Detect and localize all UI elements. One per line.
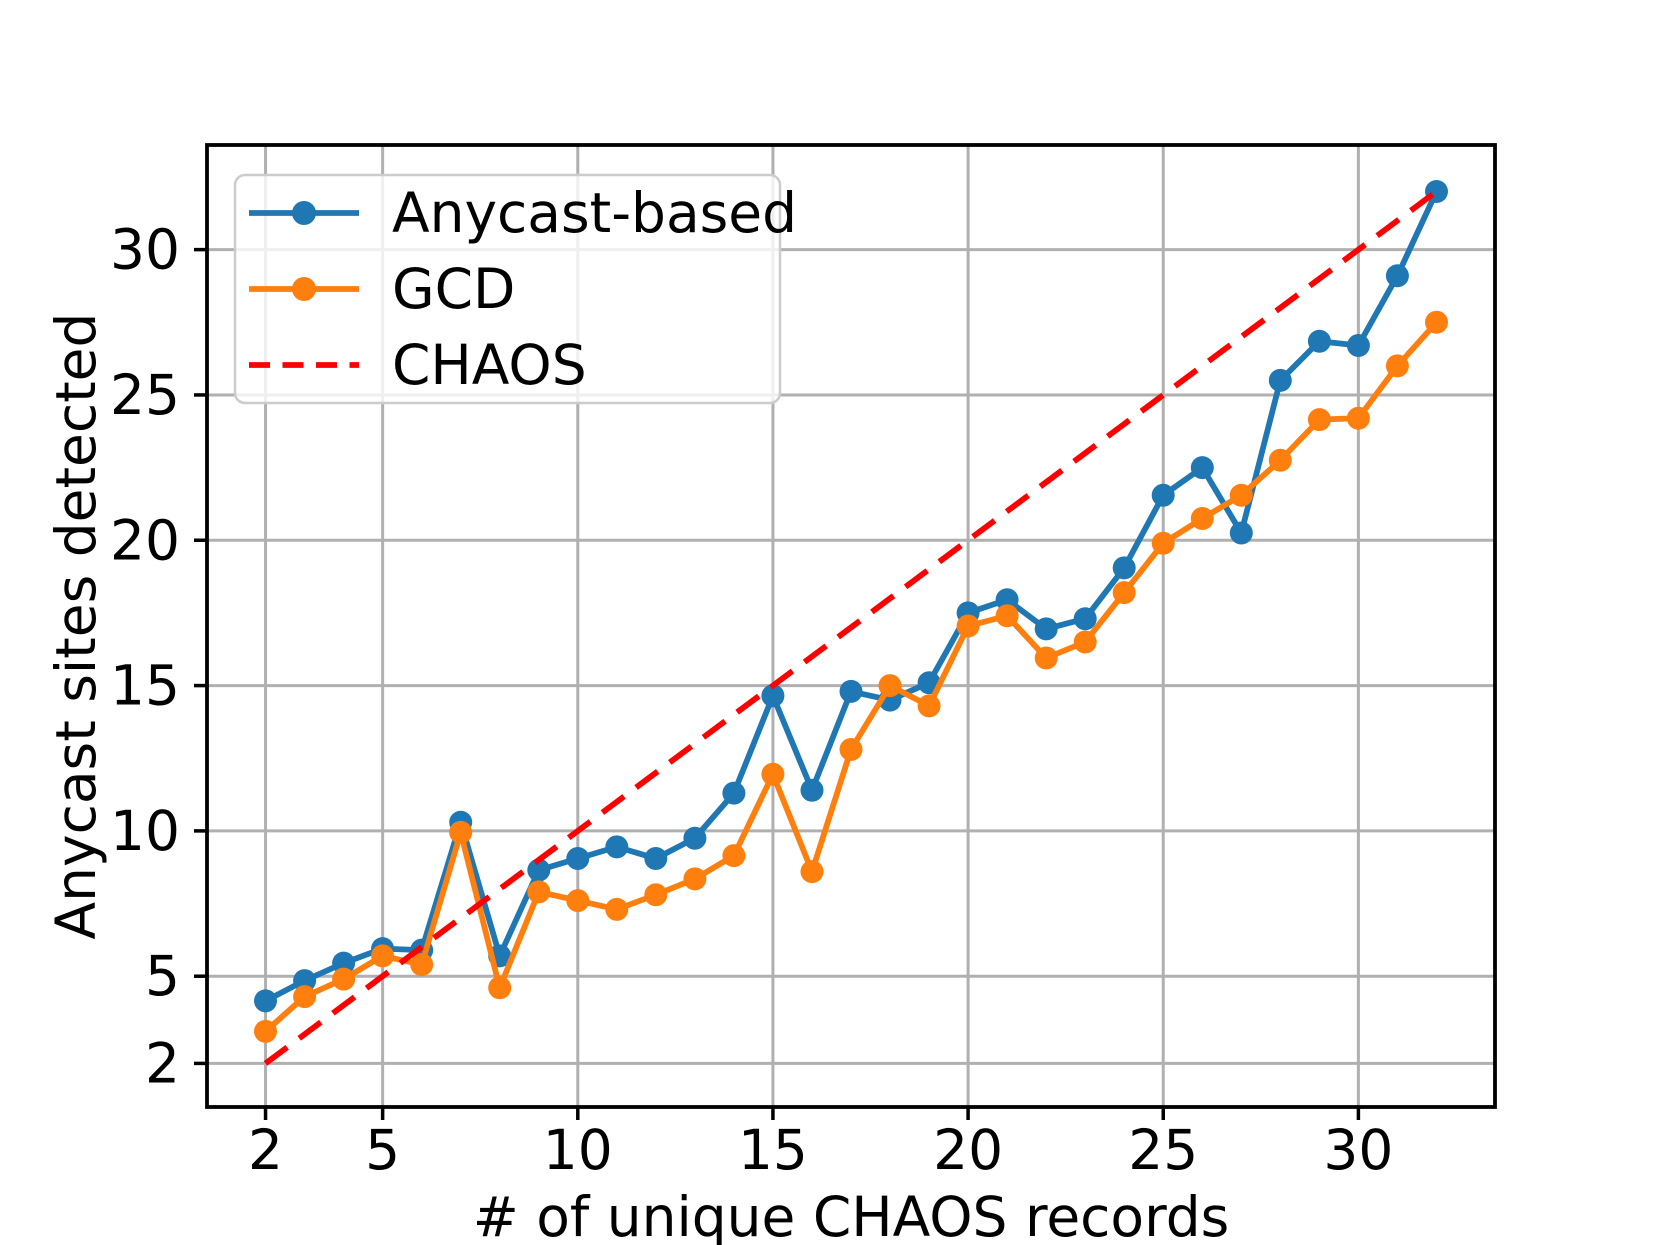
data-point-marker [1385,264,1409,288]
data-point-marker [1034,646,1058,670]
y-tick-label: 10 [110,799,180,863]
data-point-marker [332,951,356,975]
data-point-marker [410,953,434,977]
data-point-marker [800,860,824,884]
data-point-marker [527,880,551,904]
x-tick-label: 10 [543,1118,613,1182]
legend-entry-anycast: Anycast-based [249,181,797,245]
data-point-marker [293,985,317,1009]
data-point-marker [1346,334,1370,357]
data-point-marker [839,738,863,761]
data-point-marker [1268,448,1292,472]
data-point-marker [800,778,824,802]
data-point-marker [722,781,746,805]
data-point-marker [683,826,707,850]
y-axis-label: Anycast sites detected [44,313,108,940]
legend-label-gcd: GCD [392,257,515,321]
series-line [263,320,1439,1034]
data-point-marker [995,604,1019,628]
data-point-marker [566,847,590,870]
x-tick-label: 25 [1128,1118,1198,1182]
y-tick-label: 2 [145,1031,180,1095]
data-point-marker [1307,408,1331,432]
data-point-marker [1307,329,1331,353]
data-point-marker [1073,630,1097,654]
data-point-marker [371,944,395,968]
data-point-marker [917,694,941,718]
data-point-marker [683,867,707,891]
y-tick-label: 15 [110,654,180,718]
data-point-marker [488,976,512,1000]
x-tick-label: 5 [365,1118,400,1182]
data-series [254,180,1448,1066]
data-point-marker [1112,556,1136,580]
plot-border [205,143,1497,1109]
y-tick-label: 20 [110,508,180,572]
x-tick-label: 15 [738,1118,808,1182]
series-chaos [263,189,1439,1066]
legend-label-anycast: Anycast-based [392,181,797,245]
data-point-marker [1425,310,1448,334]
data-point-marker [527,858,551,882]
data-point-marker [956,614,980,638]
data-point-marker [254,1019,277,1043]
data-point-marker [1190,507,1214,530]
data-point-marker [293,969,317,993]
legend-entry-chaos: CHAOS [249,333,587,397]
data-point-marker [1190,456,1214,480]
x-tick-label: 20 [933,1118,1003,1182]
data-point-marker [761,684,785,708]
legend-sample-marker-gcd [292,277,316,301]
legend-label-chaos: CHAOS [392,333,587,397]
data-point-marker [995,588,1019,612]
legend-sample-marker-anycast [292,201,316,225]
x-tick-label: 30 [1323,1118,1393,1182]
data-point-marker [1229,483,1253,507]
legend-frame [233,173,782,405]
data-point-marker [1229,521,1253,545]
data-point-marker [1151,483,1175,507]
y-tick-label: 30 [110,218,180,282]
data-point-marker [1034,617,1058,641]
legend-entry-gcd: GCD [249,257,515,321]
data-point-marker [1346,406,1370,430]
data-point-marker [1112,581,1136,605]
data-point-marker [566,889,590,913]
data-point-marker [644,883,668,907]
data-point-marker [644,847,668,870]
data-point-marker [254,989,277,1013]
data-point-marker [332,967,356,991]
y-tick-label: 25 [110,363,180,427]
data-point-marker [1073,607,1097,631]
data-point-marker [605,897,629,921]
data-point-marker [761,762,785,786]
legend: Anycast-based GCD CHAOS [233,173,797,405]
data-point-marker [1268,368,1292,392]
x-axis-label: # of unique CHAOS records [473,1185,1230,1245]
data-point-marker [878,674,902,698]
data-point-marker [1385,354,1409,378]
data-point-marker [605,835,629,859]
series-line [263,189,1439,1066]
x-tick-label: 2 [248,1118,283,1182]
series-gcd [254,310,1448,1043]
data-point-marker [1151,531,1175,555]
data-point-marker [449,820,473,844]
data-point-marker [839,679,863,703]
data-point-marker [722,844,746,868]
y-tick-label: 5 [145,944,180,1008]
